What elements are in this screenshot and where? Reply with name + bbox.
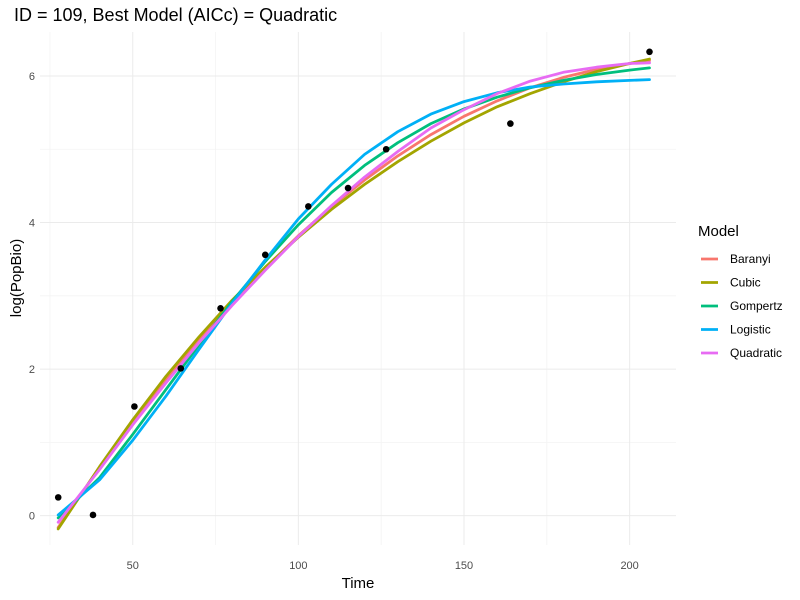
- y-axis-ticks: 0 2 4 6: [29, 71, 35, 523]
- series-line-cubic: [56, 57, 651, 531]
- legend-item-gompertz: Gompertz: [701, 299, 783, 313]
- data-point: [54, 494, 62, 501]
- data-point: [382, 145, 390, 153]
- series-lines: [56, 57, 651, 531]
- legend-label: Baranyi: [730, 252, 771, 266]
- data-point: [305, 203, 312, 210]
- grid: [40, 32, 676, 545]
- x-axis-ticks: 50 100 150 200: [127, 560, 639, 572]
- data-point: [131, 403, 138, 410]
- legend-label: Cubic: [730, 276, 761, 290]
- y-tick-label: 0: [29, 511, 35, 523]
- y-tick-label: 2: [29, 364, 35, 376]
- legend-item-quadratic: Quadratic: [701, 346, 782, 360]
- data-point: [177, 365, 185, 372]
- y-tick-label: 6: [29, 71, 35, 83]
- y-tick-label: 4: [29, 218, 35, 230]
- legend-label: Logistic: [730, 323, 771, 337]
- legend-label: Gompertz: [730, 299, 783, 313]
- legend-label: Quadratic: [730, 346, 782, 360]
- x-tick-label: 200: [620, 560, 638, 572]
- x-tick-label: 100: [289, 560, 307, 572]
- x-axis-title: Time: [342, 575, 375, 592]
- series-line-logistic: [56, 78, 651, 517]
- legend-items: Baranyi Cubic Gompertz Logistic Quadratic: [701, 252, 783, 360]
- legend-item-logistic: Logistic: [701, 323, 771, 337]
- data-point: [344, 184, 352, 192]
- data-point: [89, 511, 97, 519]
- data-point: [507, 120, 514, 127]
- legend-item-cubic: Cubic: [701, 276, 761, 290]
- data-points: [54, 48, 653, 519]
- x-tick-label: 50: [127, 560, 139, 572]
- data-point: [261, 251, 269, 259]
- legend-title: Model: [698, 223, 739, 240]
- data-point: [217, 304, 224, 312]
- series-line-gompertz: [56, 66, 651, 520]
- data-point: [646, 48, 653, 56]
- series-line-quadratic: [56, 61, 651, 524]
- series-line-baranyi: [56, 59, 651, 529]
- legend: Model Baranyi Cubic Gompertz Logistic Quadra…: [698, 223, 783, 360]
- x-tick-label: 150: [455, 560, 473, 572]
- chart-title: ID = 109, Best Model (AICc) = Quadratic: [14, 5, 337, 25]
- legend-item-baranyi: Baranyi: [701, 252, 771, 266]
- y-axis-title: log(PopBio): [8, 239, 25, 317]
